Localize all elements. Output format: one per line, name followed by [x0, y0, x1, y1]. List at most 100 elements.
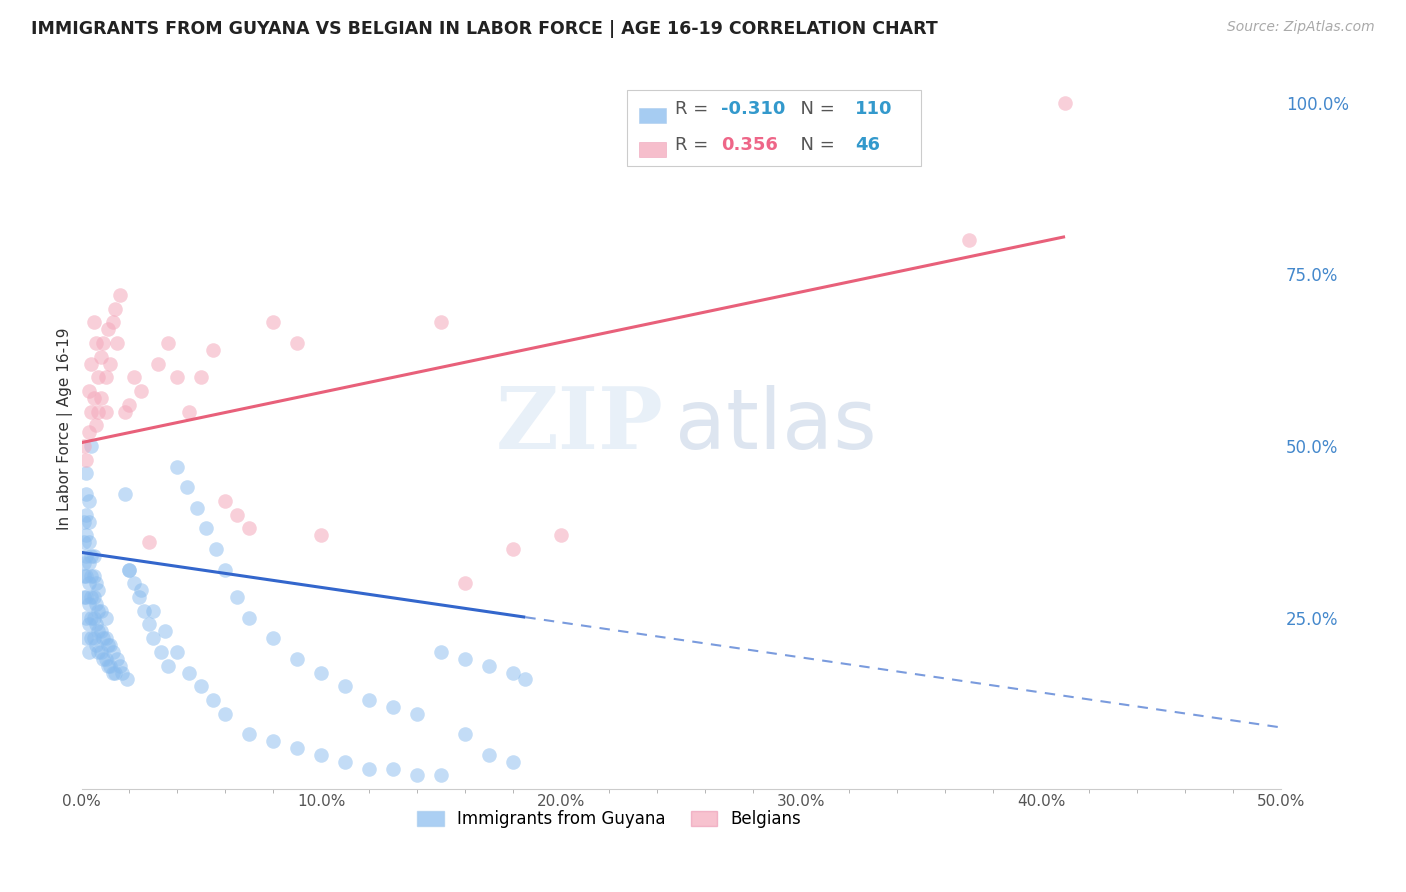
Point [83, 391, 105, 405]
Point [90, 624, 112, 639]
Point [80, 357, 103, 371]
Text: IMMIGRANTS FROM GUYANA VS BELGIAN IN LABOR FORCE | AGE 16-19 CORRELATION CHART: IMMIGRANTS FROM GUYANA VS BELGIAN IN LAB… [31, 20, 938, 37]
Point [186, 500, 208, 515]
Point [104, 665, 127, 680]
Point [190, 370, 212, 384]
Point [94, 631, 117, 645]
Point [430, 768, 453, 782]
Point [73, 556, 96, 570]
Point [80, 590, 103, 604]
Point [73, 439, 96, 453]
Point [75, 549, 97, 563]
Point [142, 604, 165, 618]
Text: N =: N = [789, 136, 841, 153]
Text: 0.356: 0.356 [721, 136, 778, 153]
Point [262, 734, 284, 748]
Point [166, 370, 188, 384]
Point [73, 569, 96, 583]
Point [90, 604, 112, 618]
Point [77, 535, 100, 549]
Point [214, 706, 236, 721]
Point [91, 336, 114, 351]
Point [75, 569, 97, 583]
Point [262, 631, 284, 645]
Text: R =: R = [675, 100, 714, 118]
Point [131, 384, 153, 398]
Point [87, 583, 110, 598]
Point [454, 652, 477, 666]
Y-axis label: In Labor Force | Age 16-19: In Labor Force | Age 16-19 [58, 327, 73, 530]
Point [382, 762, 405, 776]
Point [80, 439, 103, 453]
Point [77, 576, 100, 591]
Point [454, 576, 477, 591]
Point [115, 673, 138, 687]
Point [77, 617, 100, 632]
Point [382, 699, 405, 714]
Point [502, 665, 524, 680]
Point [104, 301, 127, 316]
Point [118, 563, 141, 577]
Point [80, 405, 103, 419]
Point [107, 336, 129, 351]
Point [90, 645, 112, 659]
Point [73, 590, 96, 604]
Point [94, 370, 117, 384]
Point [502, 541, 524, 556]
Text: N =: N = [789, 100, 841, 118]
Point [90, 391, 112, 405]
Text: 46: 46 [855, 136, 880, 153]
Point [335, 755, 357, 769]
Point [91, 652, 114, 666]
Point [195, 521, 218, 535]
Text: atlas: atlas [675, 384, 877, 466]
Point [94, 405, 117, 419]
Point [97, 658, 120, 673]
Point [77, 494, 100, 508]
Point [202, 343, 225, 357]
Point [515, 673, 537, 687]
Point [83, 316, 105, 330]
Point [87, 624, 110, 639]
Point [454, 727, 477, 741]
Point [87, 405, 110, 419]
Point [118, 398, 141, 412]
Point [262, 316, 284, 330]
Point [406, 768, 429, 782]
Point [98, 658, 121, 673]
Point [84, 638, 107, 652]
Text: -0.310: -0.310 [721, 100, 785, 118]
Point [238, 727, 260, 741]
Point [359, 762, 381, 776]
Point [83, 569, 105, 583]
Point [75, 590, 97, 604]
Point [155, 624, 177, 639]
Point [166, 645, 188, 659]
Point [75, 487, 97, 501]
Point [77, 597, 100, 611]
Point [214, 494, 236, 508]
Point [430, 645, 453, 659]
Point [90, 350, 112, 364]
Point [73, 515, 96, 529]
Point [957, 233, 980, 247]
Point [77, 645, 100, 659]
Point [108, 288, 131, 302]
Point [101, 316, 124, 330]
Point [80, 549, 103, 563]
Point [75, 610, 97, 624]
Point [83, 590, 105, 604]
Point [80, 569, 103, 583]
Point [101, 665, 124, 680]
Point [128, 590, 150, 604]
Point [75, 631, 97, 645]
Point [1054, 95, 1077, 110]
Point [83, 549, 105, 563]
Point [287, 336, 309, 351]
Point [84, 576, 107, 591]
Point [114, 405, 136, 419]
Point [75, 467, 97, 481]
Point [478, 747, 501, 762]
Point [138, 535, 160, 549]
FancyBboxPatch shape [627, 90, 921, 166]
